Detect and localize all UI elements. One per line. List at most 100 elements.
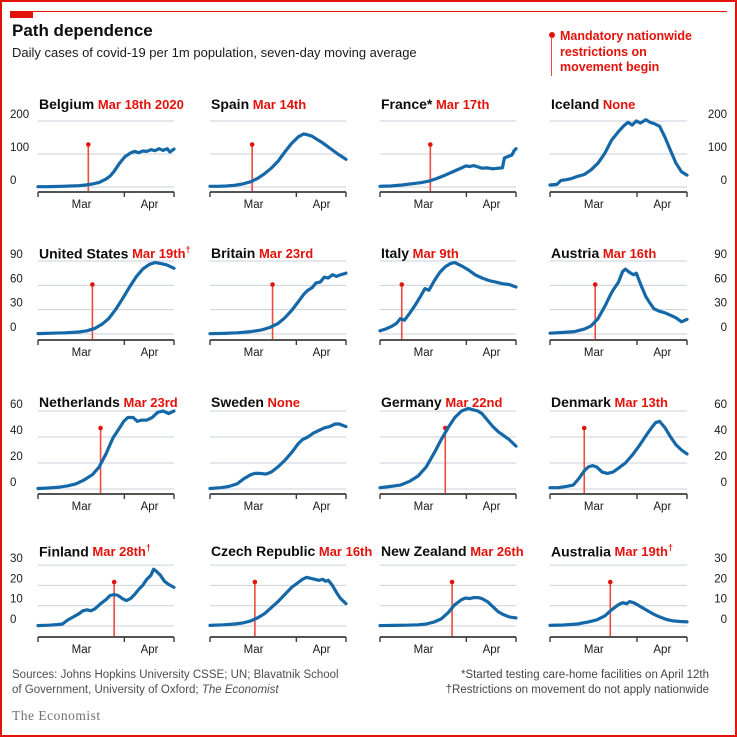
x-tick-label-mar: Mar [244, 347, 264, 359]
y-tick-label: 90 [714, 249, 727, 261]
chart-netherlands: 0 20 40 60 Mar Apr [10, 399, 176, 513]
dagger-mark: † [668, 543, 674, 553]
dagger-mark: † [185, 245, 191, 255]
restriction-vline-dot [249, 142, 255, 147]
page-subtitle: Daily cases of covid-19 per 1m populatio… [12, 45, 417, 60]
y-tick-label: 30 [10, 298, 23, 310]
chart-title-spain: Spain Mar 14th [211, 96, 306, 112]
x-tick-label-mar: Mar [584, 347, 604, 359]
y-tick-label: 100 [708, 142, 727, 154]
y-tick-label: 100 [10, 142, 29, 154]
page-title: Path dependence [12, 21, 153, 40]
chart-finland: 0 10 20 30 Mar Apr [10, 553, 176, 656]
restriction-date: Mar 22nd [441, 395, 503, 410]
dagger-mark: † [145, 543, 151, 553]
economist-red-tab [10, 11, 33, 18]
x-tick-label-apr: Apr [141, 501, 159, 513]
y-tick-label: 20 [10, 451, 23, 463]
country-name: Finland [39, 543, 89, 560]
country-name: Australia [551, 543, 611, 560]
chart-italy: Mar Apr [378, 260, 518, 359]
cases-line [208, 575, 348, 627]
country-name: Italy [381, 245, 410, 261]
chart-title-new-zealand: New Zealand Mar 26th [381, 543, 524, 559]
country-name: Germany [381, 394, 442, 410]
restriction-legend-text: Mandatory nationwide restrictions on mov… [560, 29, 692, 76]
y-tick-label: 200 [10, 109, 29, 121]
chart-title-finland: Finland Mar 28th† [39, 543, 151, 559]
restriction-vline-dot [449, 579, 455, 585]
chart-sweden: Mar Apr [208, 410, 348, 513]
restriction-vline-dot [98, 425, 103, 431]
cases-line [36, 567, 176, 628]
country-name: United States [39, 245, 129, 262]
restriction-date: Mar 26th [466, 544, 524, 559]
x-tick-label-apr: Apr [653, 347, 671, 359]
sources-line-1: Sources: Johns Hopkins University CSSE; … [12, 669, 339, 681]
x-tick-label-apr: Apr [313, 644, 331, 656]
x-tick-label-mar: Mar [72, 199, 92, 211]
x-tick-label-apr: Apr [141, 644, 159, 656]
restriction-vline-dot [428, 142, 433, 147]
chart-title-austria: Austria Mar 16th [551, 245, 656, 261]
country-name: Sweden [211, 394, 264, 410]
cases-line [208, 132, 348, 188]
chart-united-states: 0 30 60 90 Mar Apr [10, 249, 176, 359]
chart-title-britain: Britain Mar 23rd [211, 245, 313, 261]
country-name: Iceland [551, 96, 600, 112]
restriction-vline-dot [270, 282, 275, 287]
restriction-date: Mar 16th [315, 544, 373, 559]
chart-france: Mar Apr [378, 120, 518, 211]
footnotes: *Started testing care-home facilities on… [446, 668, 709, 697]
y-tick-label: 20 [714, 573, 727, 585]
chart-new-zealand: Mar Apr [378, 564, 518, 656]
legend-line-2: restrictions on [560, 44, 647, 59]
y-tick-label: 30 [714, 298, 727, 310]
y-tick-label: 30 [10, 553, 23, 565]
country-name: Austria [551, 245, 600, 261]
x-tick-label-apr: Apr [653, 501, 671, 513]
restriction-date: Mar 19th† [610, 543, 674, 560]
restriction-vline-dot [607, 579, 613, 585]
top-red-rule [10, 11, 727, 12]
cases-line [208, 422, 348, 491]
x-tick-label-mar: Mar [244, 644, 264, 656]
country-name: Britain [211, 245, 256, 261]
chart-title-australia: Australia Mar 19th† [551, 543, 673, 559]
chart-title-belgium: Belgium Mar 18th 2020 [39, 96, 184, 112]
cases-line [378, 261, 518, 333]
x-tick-label-mar: Mar [584, 199, 604, 211]
chart-austria: 0 30 60 90 Mar Apr [548, 249, 727, 359]
cases-line [208, 271, 348, 336]
x-tick-label-apr: Apr [313, 347, 331, 359]
y-tick-label: 20 [714, 451, 727, 463]
y-tick-label: 0 [721, 175, 727, 187]
x-tick-label-apr: Apr [483, 199, 501, 211]
cases-line [548, 600, 689, 627]
y-tick-label: 0 [10, 614, 16, 626]
cases-line [36, 409, 176, 491]
restriction-vline-dot [581, 425, 587, 431]
y-tick-label: 90 [10, 249, 23, 261]
y-tick-label: 0 [721, 322, 727, 334]
x-tick-label-mar: Mar [72, 644, 92, 656]
restriction-date: Mar 19th† [128, 245, 191, 262]
x-tick-label-mar: Mar [414, 501, 434, 513]
chart-title-france: France* Mar 17th [381, 96, 489, 112]
y-tick-label: 0 [721, 477, 727, 489]
footnote-dagger: †Restrictions on movement do not apply n… [445, 683, 709, 696]
restriction-date: Mar 23rd [255, 246, 314, 261]
chart-czech-republic: Mar Apr [208, 564, 348, 656]
y-tick-label: 40 [10, 425, 23, 437]
x-tick-label-mar: Mar [414, 199, 434, 211]
x-tick-label-mar: Mar [72, 347, 92, 359]
legend-line-1: Mandatory nationwide [560, 29, 692, 43]
cases-line [36, 261, 176, 336]
economist-brand: The Economist [12, 708, 101, 723]
x-tick-label-apr: Apr [653, 199, 671, 211]
country-name: New Zealand [381, 543, 467, 559]
y-tick-label: 30 [714, 553, 727, 565]
country-name: Netherlands [39, 394, 120, 410]
